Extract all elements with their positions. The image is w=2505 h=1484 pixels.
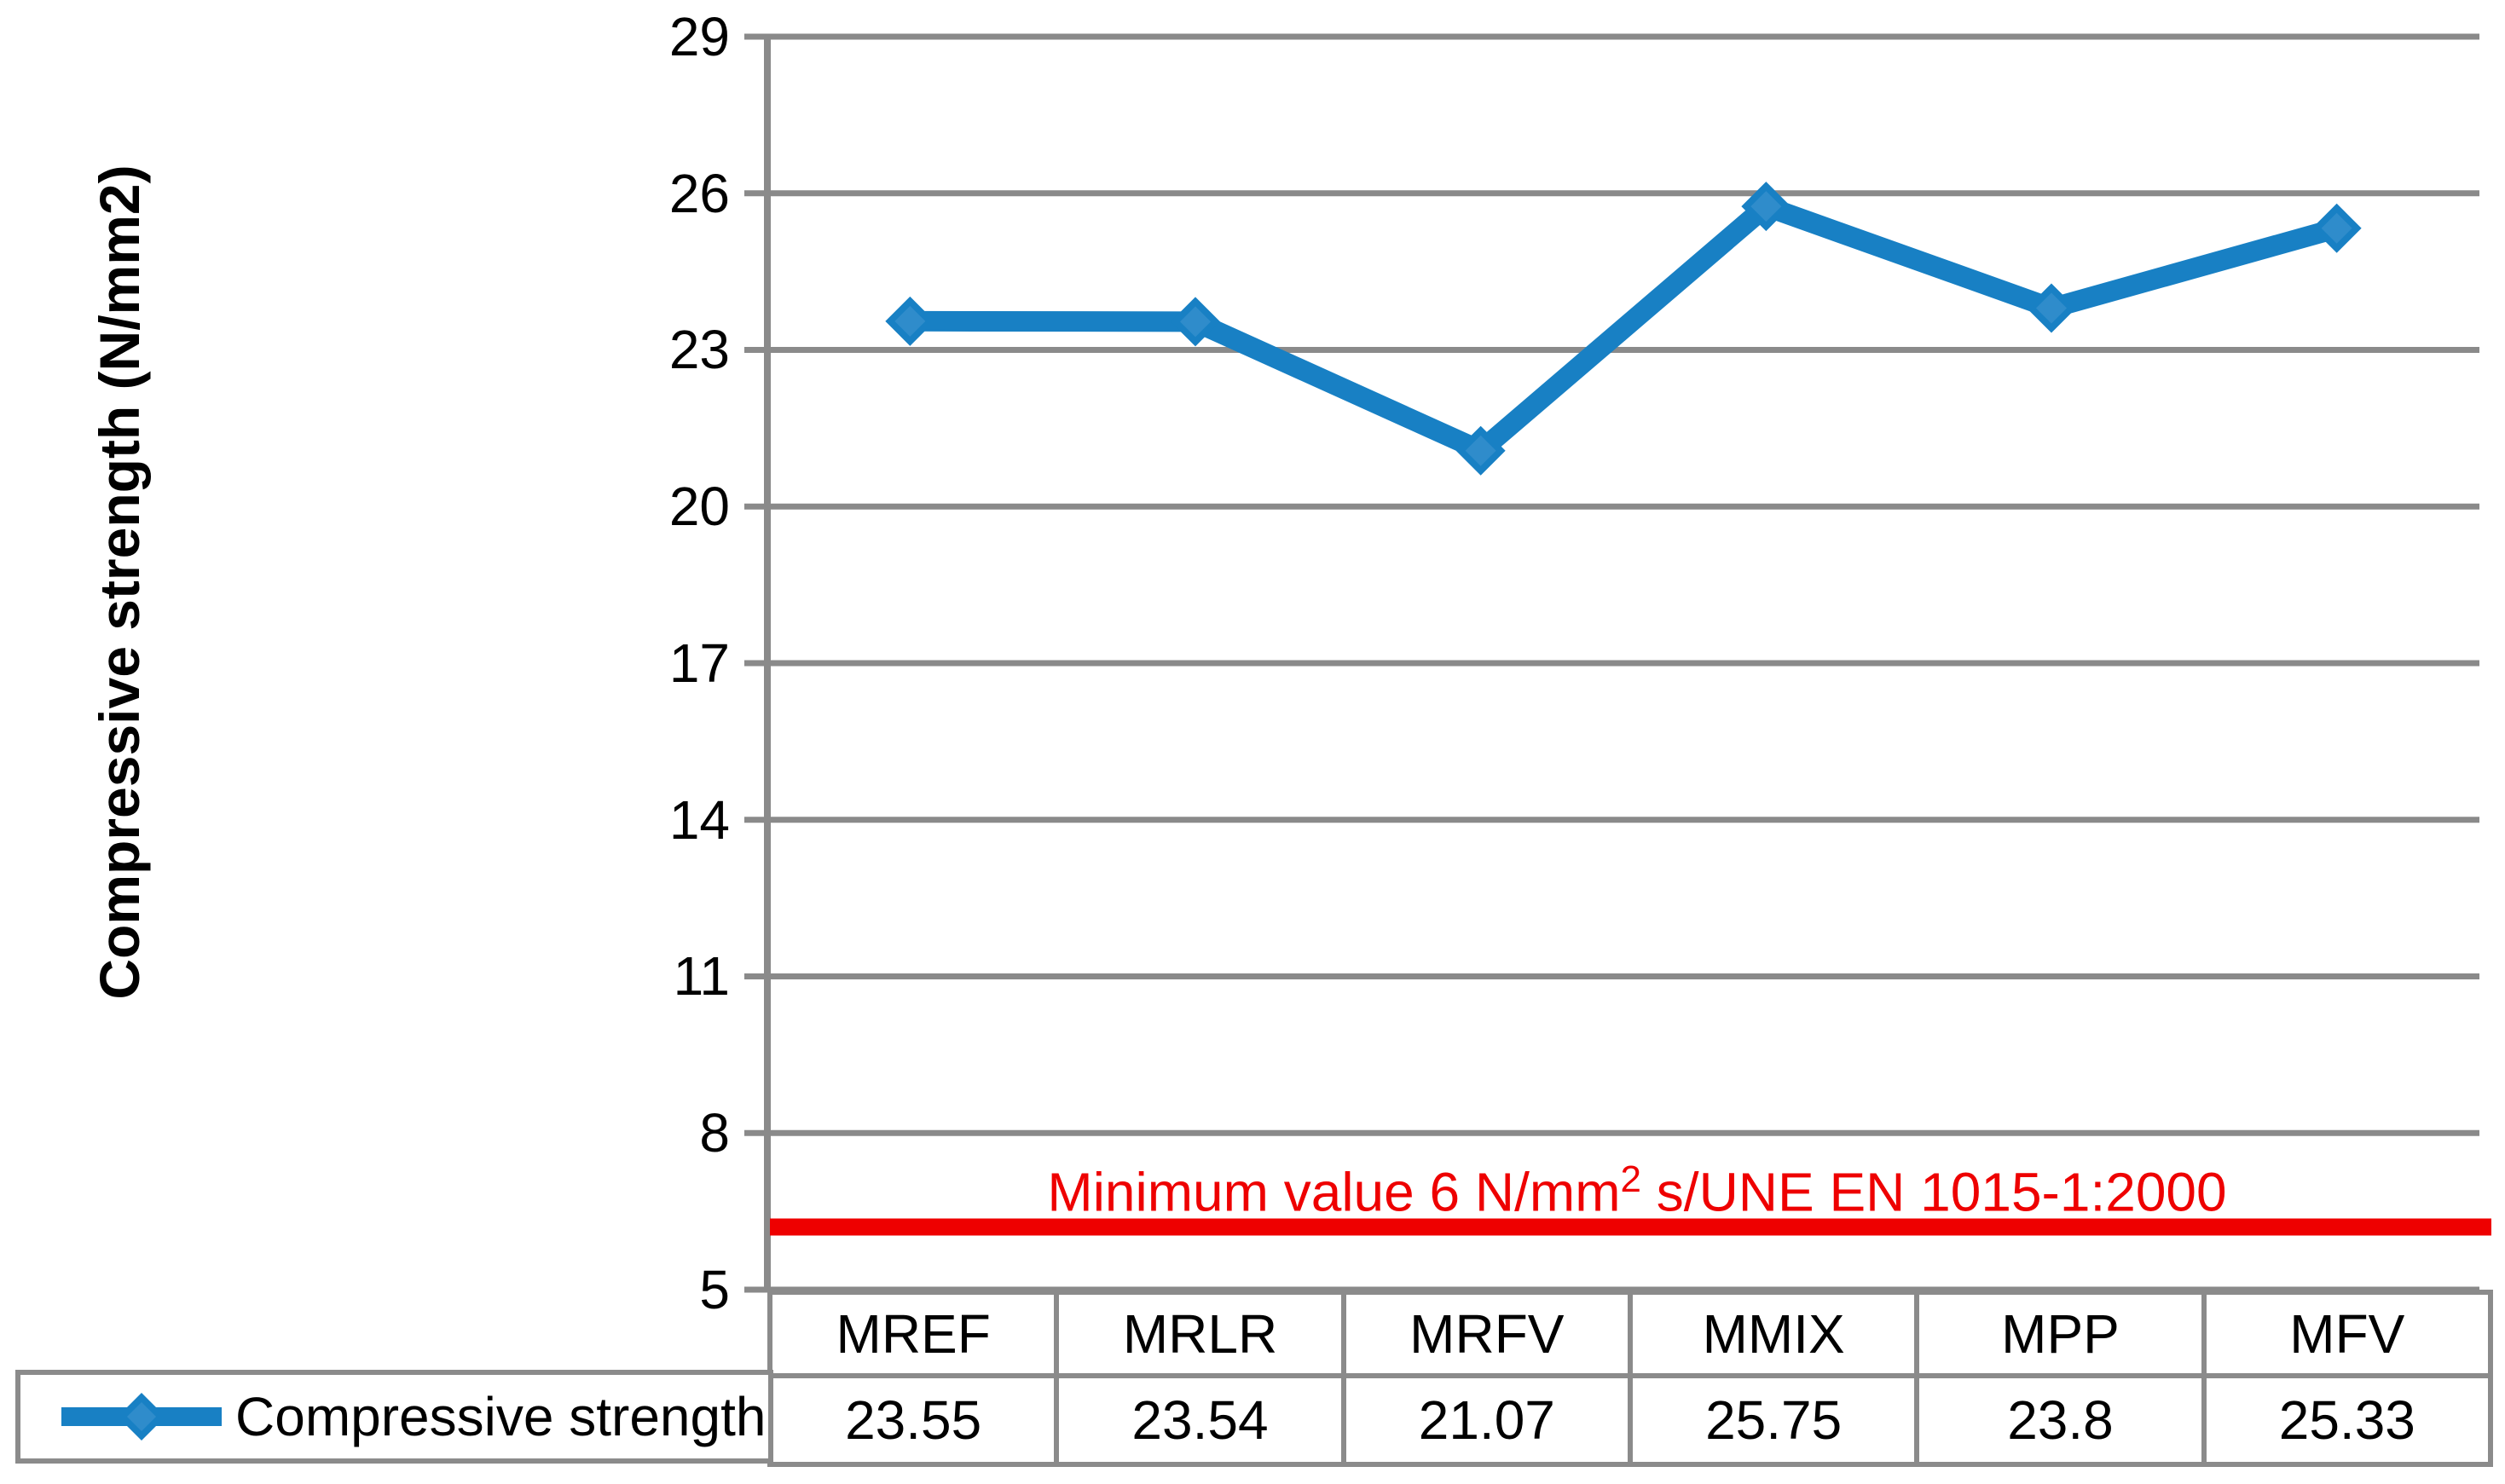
category-header: MRFV: [1340, 1290, 1633, 1378]
y-tick-label: 5: [699, 1259, 730, 1320]
category-header: MREF: [767, 1290, 1060, 1378]
category-header: MPP: [1914, 1290, 2207, 1378]
data-table: MREF MRLR MRFV MMIX MPP MFV 23.55 23.54 …: [767, 1290, 2494, 1467]
value-cell: 25.75: [1627, 1373, 1920, 1467]
y-tick-label: 14: [668, 789, 730, 851]
value-cell: 23.55: [767, 1373, 1060, 1467]
min-value-annotation-sup: 2: [1620, 1158, 1641, 1200]
value-cell: 21.07: [1340, 1373, 1633, 1467]
y-tick-label: 29: [668, 6, 730, 67]
category-header: MRLR: [1054, 1290, 1346, 1378]
category-header: MFV: [2201, 1290, 2494, 1378]
category-header: MMIX: [1627, 1290, 1920, 1378]
y-tick-label: 11: [673, 945, 730, 1007]
line-marker-icon: [61, 1393, 222, 1441]
y-tick-label: 17: [668, 632, 730, 694]
table-header-row: MREF MRLR MRFV MMIX MPP MFV: [767, 1290, 2494, 1378]
y-tick-label: 8: [699, 1102, 730, 1164]
table-value-row: 23.55 23.54 21.07 25.75 23.8 25.33: [767, 1373, 2494, 1467]
min-value-annotation: Minimum value 6 N/mm2 s/UNE EN 1015-1:20…: [870, 1147, 2404, 1222]
y-tick-label: 26: [668, 163, 730, 224]
value-cell: 23.8: [1914, 1373, 2207, 1467]
y-axis-title: Compressive strength (N/mm2): [88, 165, 151, 1000]
value-cell: 25.33: [2201, 1373, 2494, 1467]
legend-label: Compressive strength: [235, 1386, 767, 1447]
min-value-annotation-suffix: s/UNE EN 1015-1:2000: [1641, 1161, 2227, 1223]
y-tick-label: 20: [668, 476, 730, 537]
y-tick-label: 23: [668, 319, 730, 380]
legend: Compressive strength: [15, 1370, 773, 1464]
min-value-annotation-text: Minimum value 6 N/mm: [1047, 1161, 1621, 1223]
value-cell: 23.54: [1054, 1373, 1346, 1467]
